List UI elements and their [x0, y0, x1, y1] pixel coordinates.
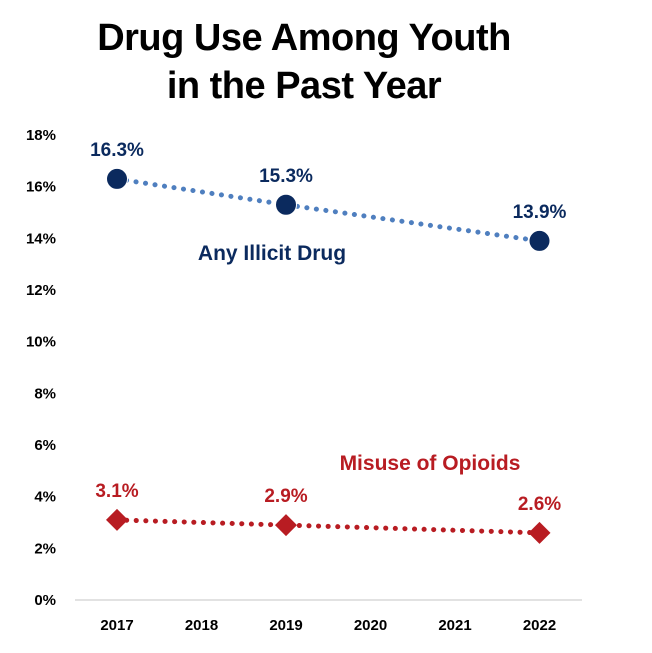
x-tick-label: 2021 — [438, 617, 471, 634]
x-tick-label: 2022 — [523, 617, 556, 634]
y-axis-ticks: 0% 2% 4% 6% 8% 10% 12% 14% 16% 18% — [26, 127, 56, 609]
chart-title-line-2: in the Past Year — [166, 65, 442, 107]
data-label: 3.1% — [95, 481, 138, 502]
x-tick-label: 2019 — [269, 617, 302, 634]
data-label: 2.6% — [518, 494, 561, 515]
y-tick-label: 16% — [26, 179, 56, 196]
series-1: 3.1% 2.9% 2.6% Misuse of Opioids — [95, 452, 561, 544]
y-tick-label: 10% — [26, 334, 56, 351]
y-tick-label: 6% — [34, 437, 56, 454]
y-tick-label: 18% — [26, 127, 56, 144]
data-point — [106, 167, 128, 190]
data-label: 13.9% — [513, 202, 567, 223]
y-tick-label: 0% — [34, 592, 56, 609]
data-point — [528, 521, 551, 544]
data-point — [275, 193, 297, 216]
x-tick-label: 2018 — [185, 617, 218, 634]
series-label: Misuse of Opioids — [340, 452, 521, 475]
x-axis-ticks: 2017 2018 2019 2020 2021 2022 — [100, 617, 556, 634]
chart-title: Drug Use Among Youth in the Past Year — [0, 14, 608, 110]
data-label: 15.3% — [259, 166, 313, 187]
series-line — [114, 517, 542, 536]
data-point — [528, 229, 551, 252]
data-point — [106, 508, 128, 531]
data-label: 16.3% — [90, 140, 144, 161]
series-line — [114, 176, 542, 244]
x-tick-label: 2017 — [100, 617, 133, 634]
series-label: Any Illicit Drug — [198, 242, 346, 265]
y-tick-label: 8% — [34, 385, 56, 402]
series-group: 16.3% 15.3% 13.9% Any Illicit Drug 3.1% 2.9% 2… — [90, 140, 567, 544]
chart-title-line-1: Drug Use Among Youth — [97, 17, 511, 59]
series-0: 16.3% 15.3% 13.9% Any Illicit Drug — [90, 140, 566, 265]
x-tick-label: 2020 — [354, 617, 387, 634]
y-tick-label: 4% — [34, 489, 56, 506]
data-point — [275, 514, 297, 537]
y-tick-label: 2% — [34, 540, 56, 557]
y-tick-label: 14% — [26, 230, 56, 247]
y-tick-label: 12% — [26, 282, 56, 299]
data-label: 2.9% — [264, 486, 307, 507]
